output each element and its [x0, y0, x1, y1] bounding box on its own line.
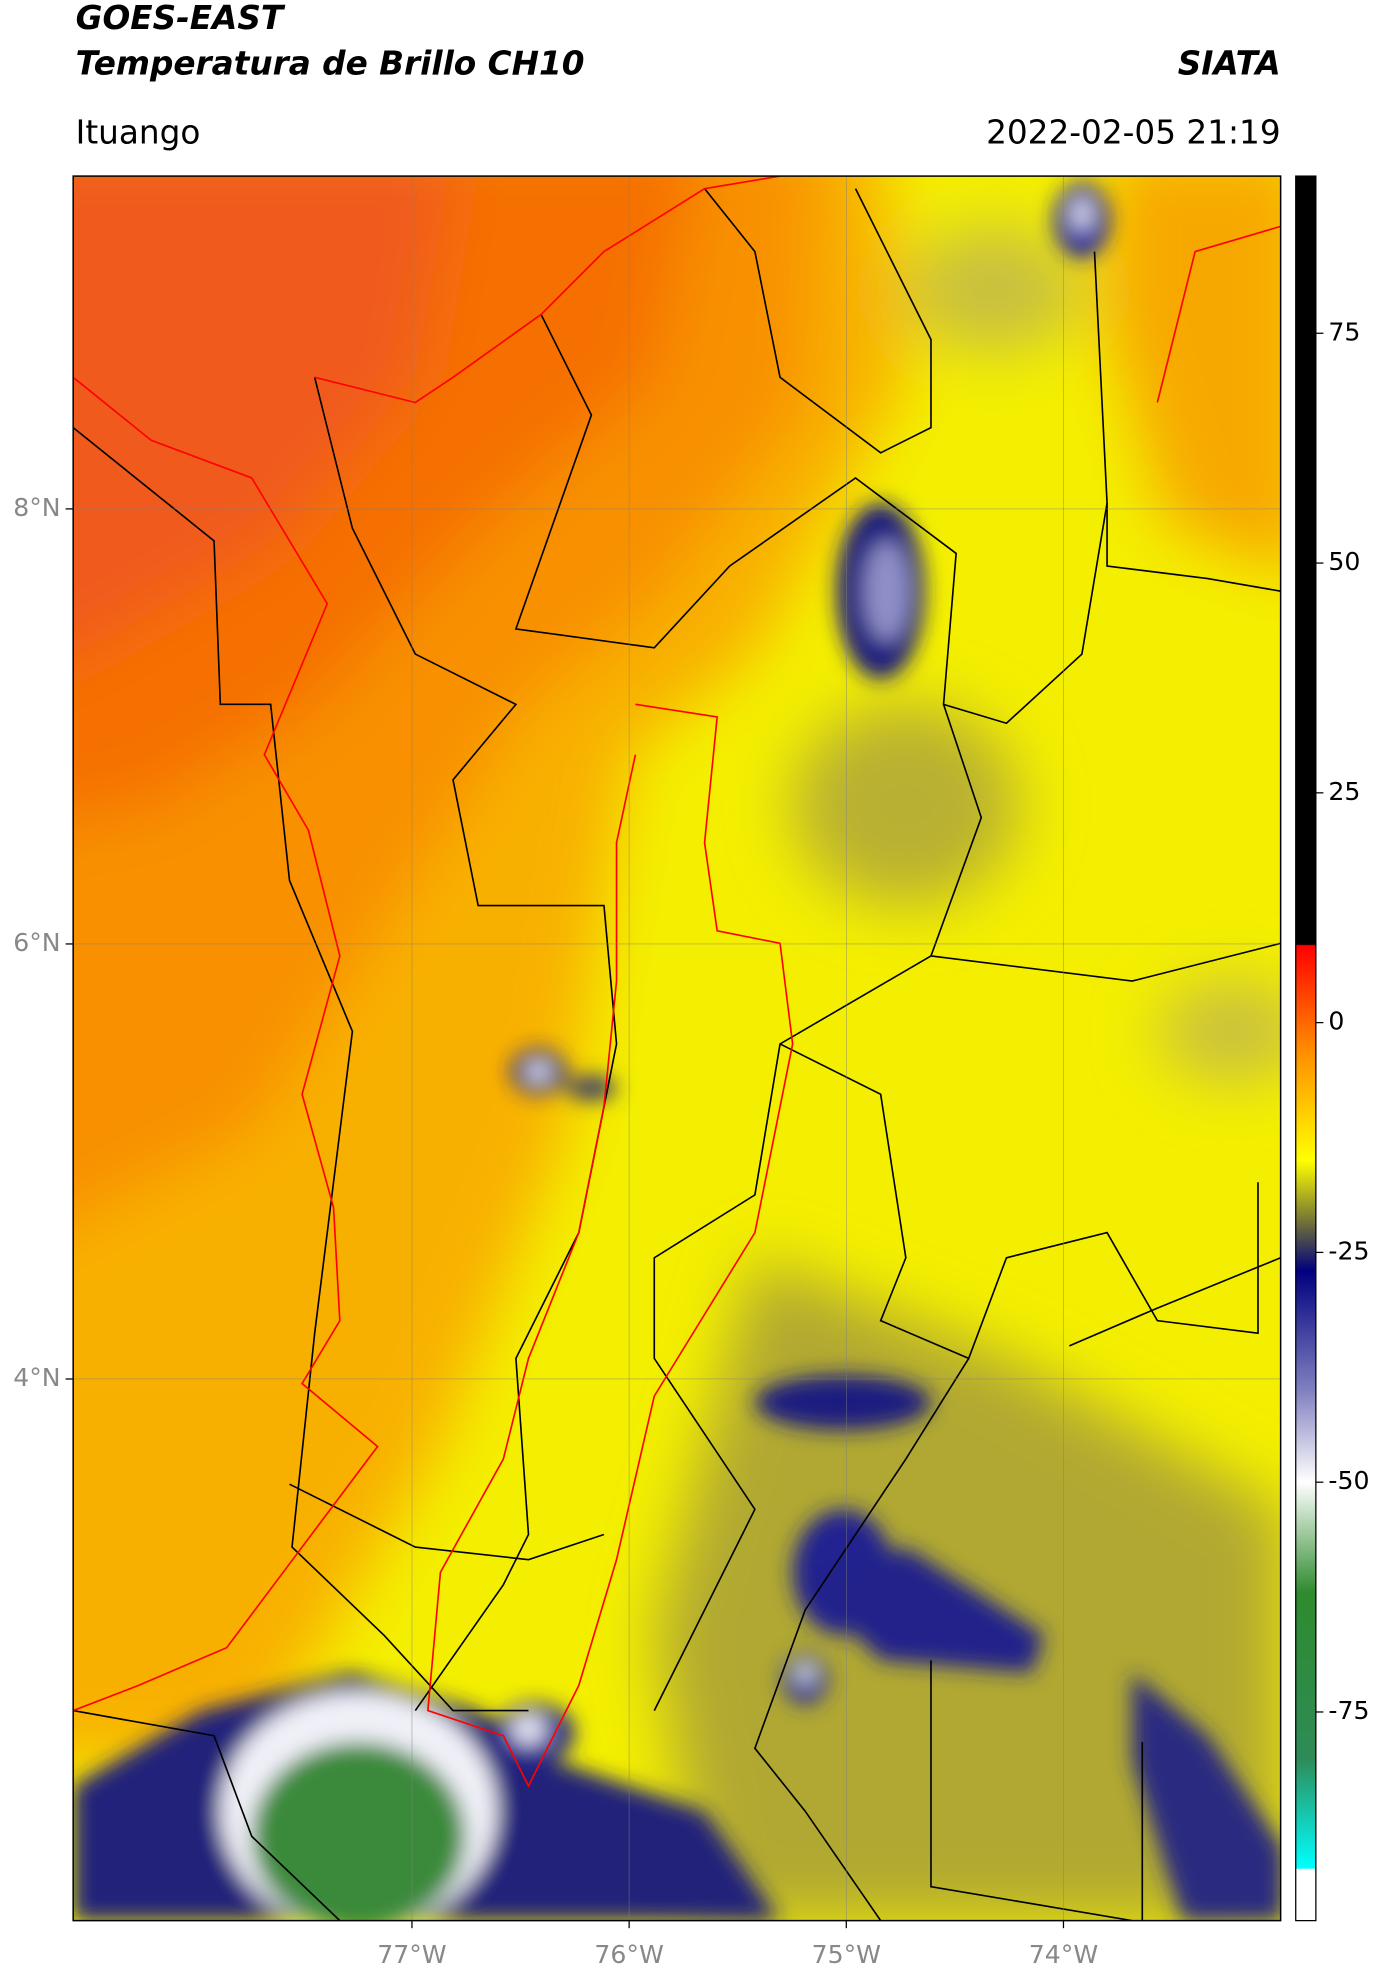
colorbar-tick-label: 0 [1328, 1007, 1344, 1036]
x-tick-label: 77°W [377, 1940, 447, 1969]
colorbar-tick-label: 25 [1328, 777, 1360, 806]
datetime: 2022-02-05 21:19 [986, 114, 1281, 152]
y-tick-label: 6°N [13, 928, 60, 957]
subtitle: Temperatura de Brillo CH10 [76, 44, 585, 82]
colorbar-tick-label: -25 [1328, 1236, 1369, 1265]
colorbar [1295, 175, 1317, 1922]
colorbar-tick-label: 50 [1328, 547, 1360, 576]
x-tick-label: 76°W [594, 1940, 664, 1969]
y-tick-label: 8°N [13, 493, 60, 522]
x-tick-label: 74°W [1029, 1940, 1099, 1969]
location: Ituango [76, 114, 201, 152]
colorbar-tick-label: 75 [1328, 317, 1360, 346]
y-tick-label: 4°N [13, 1363, 60, 1392]
colorbar-tick-label: -75 [1328, 1696, 1369, 1725]
title: GOES-EAST [76, 0, 286, 37]
colorbar-tick-label: -50 [1328, 1466, 1369, 1495]
satellite-image [73, 176, 1281, 1921]
x-tick-label: 75°W [812, 1940, 882, 1969]
source: SIATA [1178, 44, 1281, 82]
plot-frame [72, 175, 1282, 1922]
